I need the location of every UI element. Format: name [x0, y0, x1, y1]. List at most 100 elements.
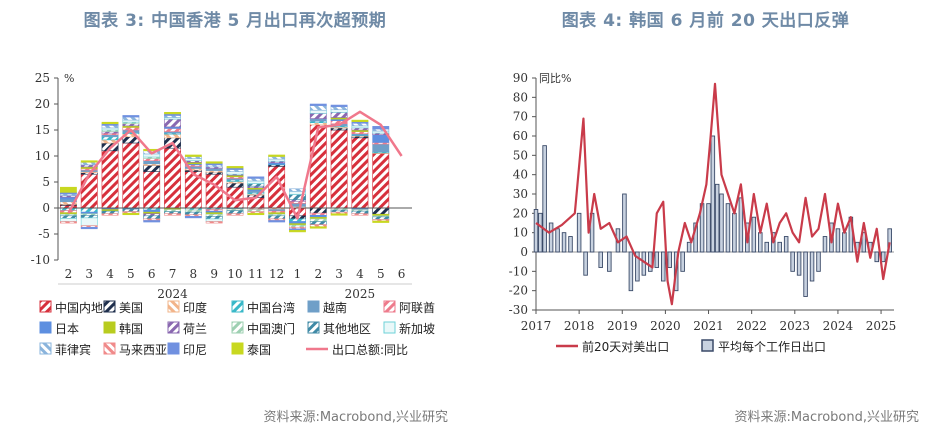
bar-segment [309, 118, 327, 122]
bar-segment [205, 161, 223, 164]
bar-segment [205, 173, 223, 209]
legend-label: 前20天对美出口 [582, 339, 669, 354]
x-tick-label: 2024 [823, 319, 854, 333]
bar-segment [309, 109, 327, 114]
hk-exports-panel: 图表 3: 中国香港 5 月出口再次超预期 -10 -5 0 5 10 15 20 25% 2 3… [0, 0, 470, 430]
bar-segment [351, 210, 369, 215]
legend-label: 马来西亚 [119, 343, 167, 357]
legend-label: 美国 [119, 301, 143, 315]
bar-segment [80, 214, 98, 219]
bar-segment [205, 168, 223, 171]
x-tick-label: 2 [314, 267, 322, 281]
legend-label: 阿联酋 [399, 300, 435, 315]
bar [548, 222, 554, 253]
bar-segment [205, 213, 223, 217]
legend-label: 韩国 [119, 321, 143, 336]
bar-segment [351, 137, 369, 209]
bar [816, 251, 821, 272]
x-tick-label: 11 [248, 267, 263, 281]
bar [568, 236, 573, 253]
y-tick-label: 50 [513, 148, 528, 162]
x-tick-label: 2019 [607, 319, 638, 333]
x-tick-label: 5 [377, 267, 385, 281]
bar-segment [226, 182, 244, 188]
bar-segment [101, 134, 119, 138]
bar-segment [268, 220, 286, 223]
bar [783, 236, 789, 253]
bar-segment [309, 207, 327, 214]
bar-segment [80, 160, 98, 163]
y-tick-label: 25 [35, 71, 50, 85]
y-tick-label: 15 [35, 123, 50, 137]
legend-label: 平均每个工作日出口 [718, 339, 826, 354]
bar-segment [268, 154, 286, 157]
bar-segment [59, 196, 77, 200]
bar-segment [143, 160, 161, 165]
bar-segment [351, 122, 369, 127]
bar-segment [205, 218, 223, 222]
bar-segment [122, 212, 140, 216]
source-note: 资料来源:Macrobond,兴业研究 [263, 410, 448, 425]
bar-segment [372, 207, 390, 215]
legend-swatch [231, 321, 244, 334]
legend-swatch [231, 342, 244, 355]
bar-segment [226, 169, 244, 172]
bar-segment [143, 158, 161, 161]
y-tick-label: 0 [42, 201, 50, 215]
bar-segment [309, 113, 327, 119]
bar-segment [309, 105, 327, 111]
x-tick-label: 2017 [521, 319, 552, 333]
y-tick-label: 5 [42, 175, 50, 189]
x-tick-label: 12 [269, 267, 284, 281]
x-tick-label: 5 [127, 267, 135, 281]
bar [538, 212, 543, 253]
bar-segment [101, 125, 119, 129]
bar-segment [205, 164, 223, 168]
bar [555, 228, 560, 253]
legend-swatch [231, 300, 244, 313]
bar [842, 232, 847, 253]
bar-segment [122, 208, 140, 212]
bar-series [533, 135, 892, 297]
year-label: 2024 [157, 287, 188, 301]
bar [607, 251, 612, 272]
y-tick-label: -30 [509, 303, 528, 317]
bar-segment [164, 118, 181, 128]
chart-title: 图表 3: 中国香港 5 月出口再次超预期 [83, 11, 387, 31]
bar-segment [372, 153, 390, 209]
bar-segment [205, 171, 223, 175]
y-tick-label: 0 [520, 245, 528, 259]
bar-segment [268, 215, 286, 220]
bar-segment [247, 183, 265, 187]
x-tick-label: 6 [398, 267, 406, 281]
x-tick-label: 2020 [650, 319, 681, 333]
bar-segment [351, 119, 369, 122]
bar-segment [309, 214, 327, 218]
bar-segment [143, 213, 161, 217]
bar-segment [330, 104, 348, 107]
bar-segment [59, 218, 77, 222]
legend-label: 荷兰 [183, 322, 207, 336]
bar [738, 197, 744, 253]
y-tick-label: -10 [509, 264, 528, 278]
bar-segment [226, 210, 244, 215]
legend-label: 印尼 [183, 343, 207, 357]
bar [835, 228, 841, 253]
bar [635, 251, 640, 282]
bar-segment [184, 158, 202, 161]
x-tick-label: 2021 [693, 319, 724, 333]
bar [796, 251, 802, 276]
bar-segment [268, 158, 286, 162]
y-tick-label: 30 [513, 187, 528, 201]
legend-label: 其他地区 [323, 322, 371, 336]
bar-segment [164, 133, 181, 139]
y-unit-label: 同比% [539, 72, 571, 85]
bar-segment [122, 115, 140, 118]
bar [880, 251, 886, 263]
y-tick-label: 40 [513, 168, 528, 182]
legend-label: 印度 [183, 300, 207, 315]
bar [790, 251, 795, 272]
x-tick-label: 10 [227, 267, 242, 281]
bar-segment [226, 166, 244, 169]
